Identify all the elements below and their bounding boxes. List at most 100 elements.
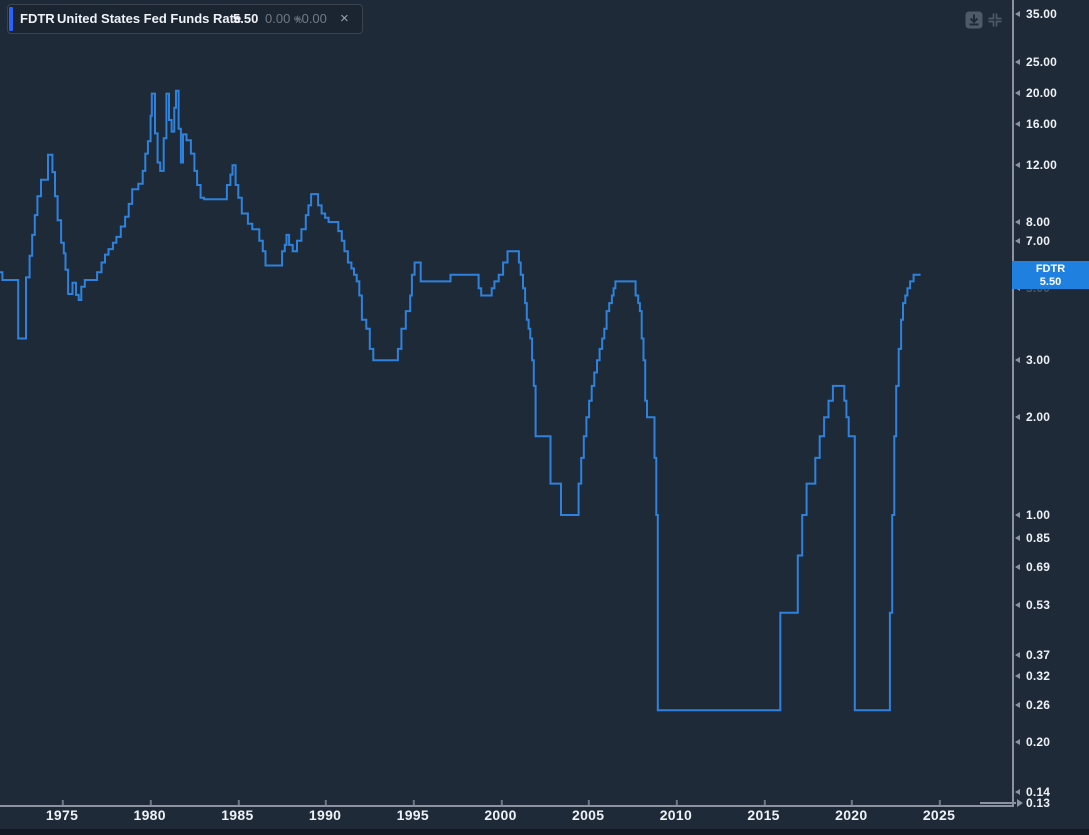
- y-axis-tick: 8.00: [1014, 215, 1089, 229]
- y-axis-tick-label: 35.00: [1026, 7, 1058, 22]
- y-axis-tick: 25.00: [1014, 55, 1089, 69]
- legend-change-percent: +0.00%: [294, 11, 327, 26]
- x-axis-tick-label: 2015: [747, 807, 780, 823]
- x-axis-tick: 1995: [396, 800, 429, 825]
- tick-arrow-icon: [1015, 512, 1020, 518]
- tick-mark: [149, 800, 152, 805]
- tick-mark: [938, 800, 941, 805]
- legend-change-value: 0.00: [265, 11, 291, 26]
- tick-arrow-icon: [1015, 414, 1020, 421]
- x-axis-tick: 2010: [659, 800, 693, 825]
- y-axis-tick: 12.00: [1014, 158, 1089, 172]
- y-axis-tick-label: 0.13: [1026, 795, 1051, 810]
- x-axis-tick: 2015: [747, 800, 780, 825]
- y-axis-tick-label: 3.00: [1026, 353, 1051, 368]
- y-axis-tick-label: 7.00: [1026, 233, 1051, 248]
- download-icon[interactable]: [965, 11, 983, 29]
- tick-arrow-icon: [1015, 738, 1020, 745]
- y-axis-tick: 0.37: [1014, 648, 1089, 662]
- x-axis-tick: 2025: [922, 800, 956, 825]
- y-axis-tick: 0.85: [1014, 531, 1089, 545]
- last-price-symbol: FDTR: [1035, 262, 1066, 275]
- collapse-icon[interactable]: [986, 11, 1004, 29]
- legend-symbol[interactable]: FDTR: [20, 11, 55, 26]
- y-axis-tick-label: 1.00: [1026, 508, 1051, 522]
- x-axis-tick: 2020: [835, 800, 868, 825]
- y-axis-tick-label: 0.20: [1026, 734, 1051, 749]
- tick-arrow-icon: [1015, 789, 1020, 795]
- tick-arrow-icon: [1015, 89, 1020, 96]
- tick-arrow-icon: [1015, 11, 1020, 18]
- y-axis-tick-label: 0.69: [1026, 560, 1051, 575]
- y-axis-tick-label: 0.32: [1026, 668, 1051, 683]
- y-axis-tick: 0.20: [1014, 735, 1089, 749]
- x-axis-tick-label: 1975: [45, 807, 79, 823]
- legend-pill[interactable]: FDTR United States Fed Funds Rate 5.50 0…: [7, 4, 363, 34]
- y-axis-tick-label: 0.85: [1026, 530, 1051, 545]
- y-axis-tick: 0.13: [980, 795, 1089, 810]
- y-axis-tick: 3.00: [1014, 353, 1089, 367]
- y-axis-tick-label: 12.00: [1026, 157, 1058, 172]
- y-axis-tick: 0.69: [1014, 560, 1089, 574]
- legend-last-value: 5.50: [233, 11, 259, 26]
- tick-arrow-icon: [1015, 237, 1020, 244]
- tick-mark: [500, 800, 503, 805]
- tick-mark: [675, 800, 678, 805]
- y-axis-tick: 1.00: [1014, 508, 1089, 522]
- y-axis-tick-label: 25.00: [1026, 54, 1058, 69]
- tick-arrow-icon: [1015, 701, 1020, 708]
- tick-arrow-icon: [1015, 121, 1020, 128]
- x-axis-tick-label: 1995: [396, 807, 429, 823]
- x-axis-scale[interactable]: 1975 1980 1985 1990 1995 2000 2005 2010 2015 2020…: [0, 800, 1014, 829]
- x-axis-tick-label: 2000: [484, 807, 517, 823]
- y-axis-tick: 2.00: [1014, 410, 1089, 424]
- close-icon[interactable]: ×: [340, 10, 349, 27]
- tick-arrow-icon: [1015, 534, 1020, 541]
- x-axis-tick-label: 1980: [133, 807, 166, 823]
- chart-canvas[interactable]: FDTR United States Fed Funds Rate 5.50 0…: [0, 0, 1014, 807]
- tick-arrow-icon: [1015, 601, 1020, 608]
- y-axis-tick: 16.00: [1014, 117, 1089, 131]
- x-axis-tick: 1985: [221, 800, 254, 825]
- y-axis-tick: 35.00: [1014, 7, 1089, 21]
- y-axis-tick: 0.14: [1014, 785, 1089, 799]
- tick-arrow-icon: [1015, 652, 1020, 659]
- last-price-label: FDTR 5.50: [1012, 260, 1089, 289]
- tick-arrow-icon: [1015, 58, 1020, 65]
- x-axis-tick: 2000: [484, 800, 517, 825]
- y-axis-tick: 0.53: [1014, 598, 1089, 612]
- y-axis-tick-label: 2.00: [1026, 410, 1051, 425]
- y-axis-scale[interactable]: 35.0025.0020.0016.0012.008.007.005.003.0…: [980, 0, 1089, 810]
- y-axis-tick: 20.00: [1014, 86, 1089, 100]
- x-axis-tick-label: 2020: [835, 807, 868, 823]
- tick-arrow-icon: [1015, 672, 1020, 679]
- x-axis-tick: 1990: [308, 800, 342, 825]
- tick-mark: [851, 800, 854, 805]
- y-axis-tick-label: 0.53: [1026, 597, 1051, 612]
- tick-mark: [412, 800, 415, 805]
- tick-arrow-icon: [1015, 219, 1020, 225]
- percent-sign: %: [294, 15, 303, 25]
- x-axis-tick: 1975: [45, 800, 79, 825]
- y-axis-tick-label: 0.26: [1026, 697, 1051, 712]
- tick-mark: [325, 800, 328, 805]
- price-line-chart: [0, 89, 921, 712]
- x-axis-tick-label: 2025: [922, 807, 956, 823]
- y-axis-tick-label: 16.00: [1026, 117, 1058, 132]
- y-axis-tick-label: 8.00: [1026, 215, 1051, 229]
- tick-arrow-icon: [1015, 357, 1020, 364]
- tick-arrow-icon: [1015, 564, 1020, 571]
- y-axis-tick: 0.32: [1014, 669, 1089, 683]
- y-axis-tick-label: 0.37: [1026, 648, 1051, 663]
- x-axis-tick-label: 1985: [221, 807, 254, 823]
- x-axis-tick-label: 2010: [659, 807, 693, 823]
- price-line-series: [0, 89, 921, 712]
- tick-mark: [237, 800, 240, 805]
- x-axis-tick-label: 2005: [572, 807, 605, 823]
- last-price-value: 5.50: [1039, 275, 1062, 288]
- legend-series-name: United States Fed Funds Rate: [57, 11, 242, 26]
- tick-mark: [61, 800, 64, 805]
- x-axis-tick: 1980: [133, 800, 166, 825]
- x-axis-tick-label: 1990: [308, 807, 342, 823]
